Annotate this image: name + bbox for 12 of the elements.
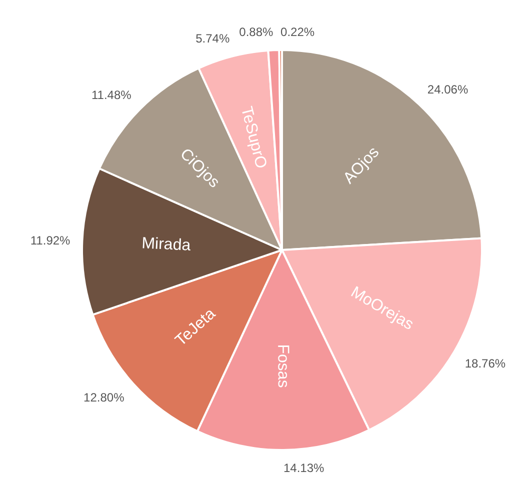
data-label: 0.22% xyxy=(280,25,315,40)
data-label: 18.76% xyxy=(464,356,506,370)
data-label: 11.48% xyxy=(92,88,132,102)
data-label: 11.92% xyxy=(30,233,71,248)
slice-label: Mirada xyxy=(141,235,192,254)
data-label: 12.80% xyxy=(84,390,125,405)
data-label: 5.74% xyxy=(196,32,230,46)
data-label: 24.06% xyxy=(427,82,468,97)
slice-label: TeSuprO xyxy=(237,104,270,170)
data-label: 0.88% xyxy=(239,25,274,40)
slice-label: Fosas xyxy=(274,344,292,388)
data-label: 14.13% xyxy=(283,460,324,475)
